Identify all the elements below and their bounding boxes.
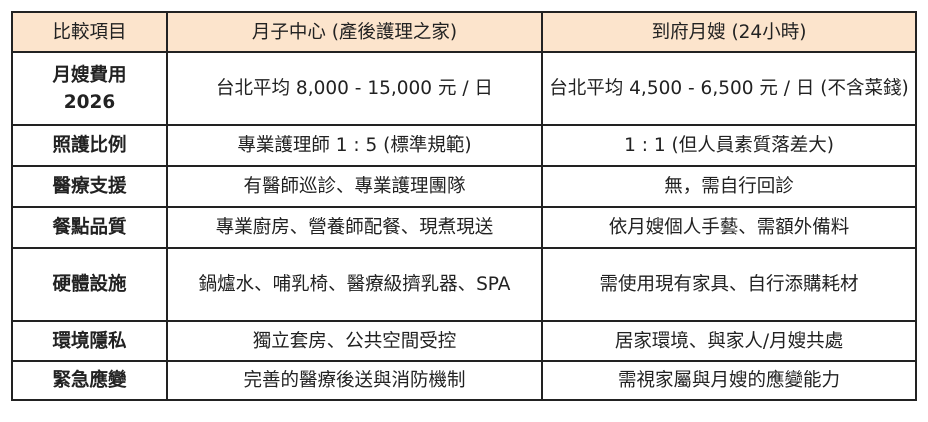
cell-center: 專業廚房、營養師配餐、現煮現送 <box>166 206 543 249</box>
row-label: 餐點品質 <box>11 206 168 249</box>
cell-center: 台北平均 8,000 - 15,000 元 / 日 <box>166 51 543 126</box>
cell-center: 獨立套房、公共空間受控 <box>166 320 543 362</box>
cell-center: 完善的醫療後送與消防機制 <box>166 360 543 401</box>
table-row: 緊急應變 完善的醫療後送與消防機制 需視家屬與月嫂的應變能力 <box>11 360 917 401</box>
header-item: 比較項目 <box>11 11 168 53</box>
cell-home: 需使用現有家具、自行添購耗材 <box>541 247 917 322</box>
cell-center: 專業護理師 1 : 5 (標準規範) <box>166 124 543 167</box>
cell-center: 鍋爐水、哺乳椅、醫療級擠乳器、SPA <box>166 247 543 322</box>
header-home-nanny: 到府月嫂 (24小時) <box>541 11 917 53</box>
table-row: 環境隱私 獨立套房、公共空間受控 居家環境、與家人/月嫂共處 <box>11 320 917 362</box>
cell-home: 無，需自行回診 <box>541 165 917 208</box>
cell-home: 需視家屬與月嫂的應變能力 <box>541 360 917 401</box>
table-row: 月嫂費用 2026 台北平均 8,000 - 15,000 元 / 日 台北平均… <box>11 51 917 126</box>
row-label: 硬體設施 <box>11 247 168 322</box>
table-row: 醫療支援 有醫師巡診、專業護理團隊 無，需自行回診 <box>11 165 917 208</box>
cell-home: 居家環境、與家人/月嫂共處 <box>541 320 917 362</box>
cell-home: 1 : 1 (但人員素質落差大) <box>541 124 917 167</box>
row-label: 環境隱私 <box>11 320 168 362</box>
table-row: 照護比例 專業護理師 1 : 5 (標準規範) 1 : 1 (但人員素質落差大) <box>11 124 917 167</box>
row-label: 月嫂費用 2026 <box>11 51 168 126</box>
comparison-table: 比較項目 月子中心 (產後護理之家) 到府月嫂 (24小時) 月嫂費用 2026… <box>11 11 917 401</box>
row-label: 照護比例 <box>11 124 168 167</box>
cell-home: 台北平均 4,500 - 6,500 元 / 日 (不含菜錢) <box>541 51 917 126</box>
table-row: 餐點品質 專業廚房、營養師配餐、現煮現送 依月嫂個人手藝、需額外備料 <box>11 206 917 249</box>
header-row: 比較項目 月子中心 (產後護理之家) 到府月嫂 (24小時) <box>11 11 917 53</box>
cell-center: 有醫師巡診、專業護理團隊 <box>166 165 543 208</box>
cell-home: 依月嫂個人手藝、需額外備料 <box>541 206 917 249</box>
header-postpartum-center: 月子中心 (產後護理之家) <box>166 11 543 53</box>
row-label: 醫療支援 <box>11 165 168 208</box>
table-row: 硬體設施 鍋爐水、哺乳椅、醫療級擠乳器、SPA 需使用現有家具、自行添購耗材 <box>11 247 917 322</box>
row-label: 緊急應變 <box>11 360 168 401</box>
